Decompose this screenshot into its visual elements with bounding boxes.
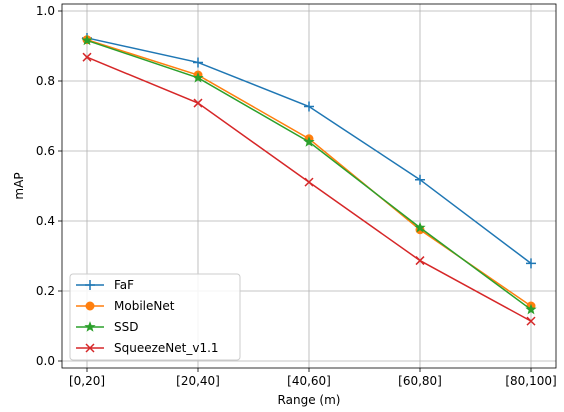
squeezenet-v1-1-marker: [415, 256, 425, 266]
y-tick-label: 0.8: [36, 74, 55, 88]
x-tick-label: [40,60]: [287, 374, 331, 388]
ssd-marker: [192, 71, 204, 83]
x-tick-label: [20,40]: [176, 374, 220, 388]
faf-marker: [415, 174, 425, 185]
squeezenet-v1-1-marker: [526, 316, 536, 326]
y-tick-label: 0.0: [36, 354, 55, 368]
ssd-marker: [303, 135, 315, 147]
x-tick-label: [80,100]: [505, 374, 556, 388]
ssd-marker: [525, 303, 537, 315]
squeezenet-v1-1-marker: [304, 177, 314, 187]
legend-item-mobilenet: MobileNet: [76, 299, 175, 313]
x-tick-label: [0,20]: [69, 374, 105, 388]
series-layer: [81, 32, 537, 326]
faf-marker: [193, 57, 203, 68]
y-tick-label: 0.4: [36, 214, 55, 228]
ssd-marker: [81, 34, 93, 46]
grid: [62, 4, 556, 368]
faf-marker: [304, 101, 314, 112]
legend-item-squeezenet-v1-1: SqueezeNet_v1.1: [76, 341, 219, 355]
legend-label: FaF: [114, 278, 134, 292]
legend-label: SqueezeNet_v1.1: [114, 341, 219, 355]
y-axis-label: mAP: [12, 172, 26, 199]
y-tick-label: 1.0: [36, 4, 55, 18]
legend-ssd-marker: [84, 321, 96, 332]
legend-mobilenet-marker: [85, 301, 95, 311]
series-ssd: [81, 34, 537, 315]
x-tick-label: [60,80]: [398, 374, 442, 388]
squeezenet-v1-1-marker: [82, 52, 92, 62]
ssd-marker: [414, 221, 426, 233]
y-tick-label: 0.2: [36, 284, 55, 298]
legend-item-ssd: SSD: [76, 320, 138, 334]
x-axis-label: Range (m): [278, 393, 341, 407]
legend-label: SSD: [114, 320, 138, 334]
legend-faf-marker: [85, 280, 95, 290]
y-tick-label: 0.6: [36, 144, 55, 158]
squeezenet-v1-1-marker: [193, 98, 203, 108]
ticks: [0,20] [20,40] [40,60] [60,80] [80,100] 0.0 0.…: [36, 4, 557, 388]
series-squeezenet-v1-1: [82, 52, 536, 326]
legend-box: [69, 273, 241, 361]
legend-squeezenet-v1-1-marker: [85, 343, 95, 353]
legend-label: MobileNet: [114, 299, 175, 313]
legend-item-faf: FaF: [76, 278, 134, 292]
legend: FaF MobileNet SSD SqueezeNet_v1.1: [69, 273, 241, 361]
faf-marker: [526, 258, 536, 269]
